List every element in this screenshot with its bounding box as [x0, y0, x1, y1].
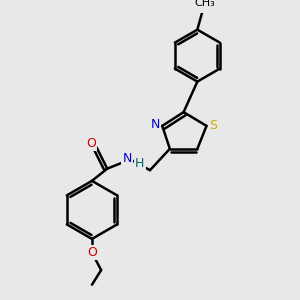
Text: N: N — [122, 152, 132, 165]
Text: CH₃: CH₃ — [194, 0, 215, 8]
Text: H: H — [135, 157, 145, 170]
Text: O: O — [86, 137, 96, 150]
Text: S: S — [209, 119, 217, 132]
Text: O: O — [88, 247, 98, 260]
Text: N: N — [151, 118, 160, 131]
